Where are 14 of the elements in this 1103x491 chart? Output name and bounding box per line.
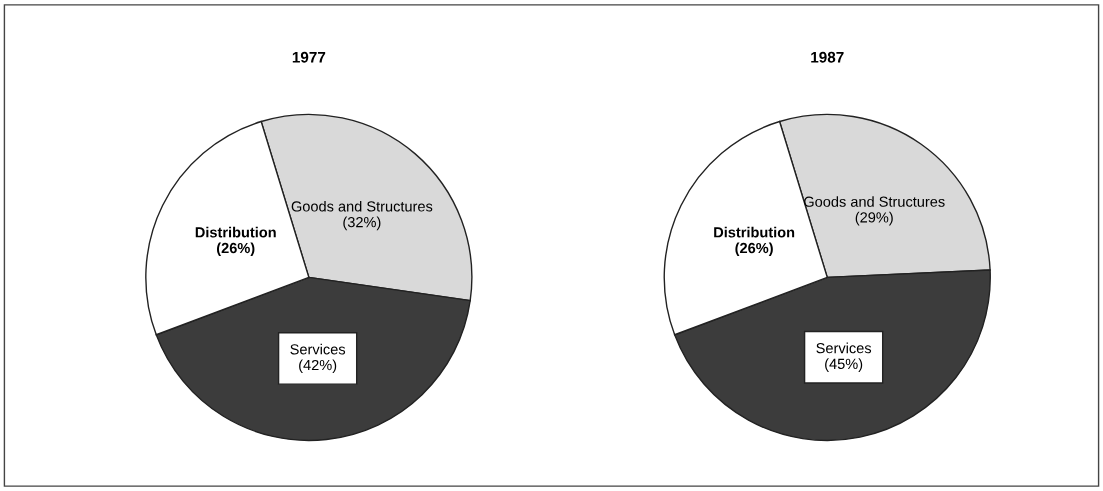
data-label: (29%) bbox=[855, 211, 893, 226]
slice-label: Goods and Structures bbox=[291, 200, 433, 212]
chart-title: 1987 bbox=[811, 51, 844, 63]
slice-label: Distribution bbox=[195, 226, 276, 238]
data-label: (42%) bbox=[299, 359, 337, 374]
chart-title: 1977 bbox=[292, 51, 326, 63]
slice-label: Services bbox=[290, 343, 346, 355]
data-label: (26%) bbox=[735, 242, 773, 257]
slice-label: Goods and Structures bbox=[804, 196, 945, 207]
data-label: (32%) bbox=[343, 216, 381, 231]
data-label: (26%) bbox=[216, 242, 255, 257]
slice-label: Services bbox=[816, 342, 872, 354]
data-label: (45%) bbox=[825, 358, 863, 372]
slice-label: Distribution bbox=[714, 226, 795, 238]
